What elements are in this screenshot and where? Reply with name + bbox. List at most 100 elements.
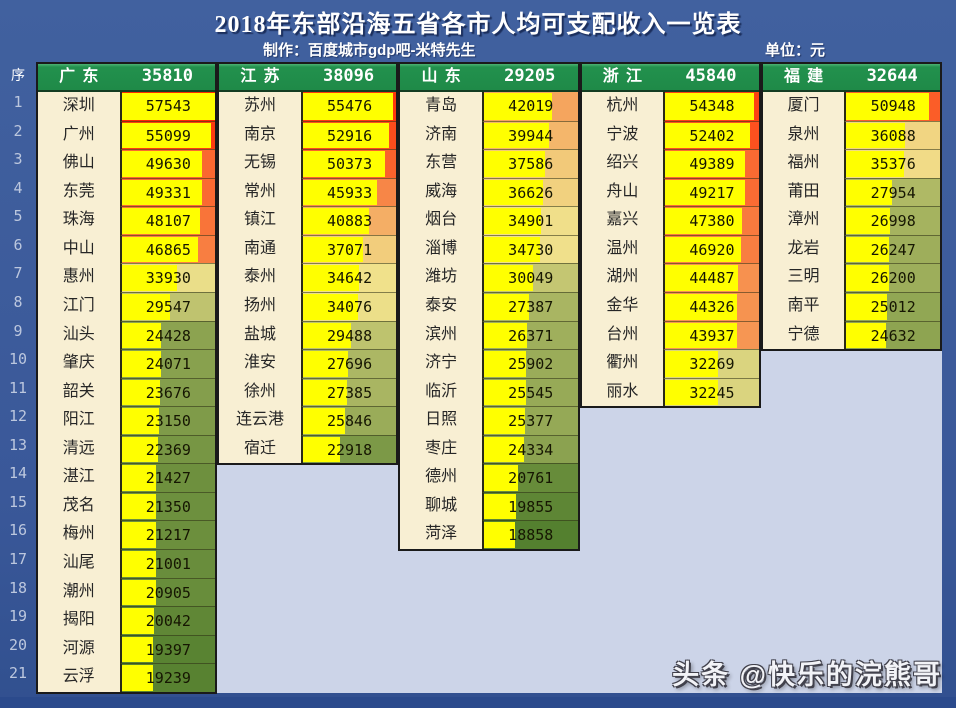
value-label: 27385 bbox=[326, 383, 373, 402]
city-value-cell: 27385 bbox=[300, 377, 397, 407]
row-number: 21 bbox=[8, 664, 28, 683]
city-value-cell: 29488 bbox=[300, 320, 397, 350]
city-value-cell: 37586 bbox=[481, 149, 578, 178]
city-name-cell: 德州 bbox=[425, 468, 458, 486]
table-row: 泰州 34642 bbox=[219, 263, 397, 292]
value-label: 25902 bbox=[508, 355, 554, 374]
watermark: 头条 @快乐的浣熊哥 bbox=[672, 660, 942, 690]
city-name-cell: 惠州 bbox=[62, 268, 95, 286]
value-label: 43937 bbox=[689, 326, 735, 345]
province-name: 山东 bbox=[421, 68, 468, 85]
table-row: 云浮 19239 bbox=[38, 663, 216, 692]
table-row: 中山 46865 bbox=[38, 234, 216, 264]
table-row: 江门 29547 bbox=[38, 291, 216, 321]
city-name-cell: 盐城 bbox=[243, 325, 276, 343]
value-label: 21001 bbox=[145, 555, 191, 573]
table-row: 泉州 36088 bbox=[763, 120, 940, 150]
value-bar bbox=[121, 151, 203, 177]
city-value-cell: 44326 bbox=[663, 291, 759, 321]
value-bar bbox=[302, 408, 345, 434]
table-row: 绍兴 49389 bbox=[582, 149, 759, 178]
city-name-cell: 济宁 bbox=[425, 354, 458, 372]
table-row: 金华 44326 bbox=[582, 291, 759, 321]
value-label: 24428 bbox=[145, 326, 191, 345]
table-row: 菏泽 18858 bbox=[400, 520, 578, 549]
city-value-cell: 19397 bbox=[119, 634, 216, 664]
city-name-cell: 揭阳 bbox=[62, 611, 95, 629]
table-row: 丽水 32245 bbox=[582, 377, 759, 407]
city-name-cell: 连云港 bbox=[235, 411, 284, 429]
table-row: 青岛 42019 bbox=[400, 92, 578, 121]
city-value-cell: 20042 bbox=[119, 606, 216, 635]
value-bar bbox=[121, 265, 177, 291]
value-label: 25545 bbox=[508, 383, 554, 402]
city-value-cell: 18858 bbox=[481, 520, 578, 549]
value-label: 49331 bbox=[145, 183, 191, 202]
city-value-cell: 47380 bbox=[663, 206, 759, 235]
city-name-cell: 扬州 bbox=[243, 296, 276, 314]
province-block: 山东 29205 青岛 42019 济南 39944 东营 37586 威海 36626 烟台 349… bbox=[398, 62, 580, 551]
value-label: 23150 bbox=[145, 412, 191, 431]
value-bar bbox=[483, 351, 527, 377]
table-row: 宁德 24632 bbox=[763, 320, 940, 350]
value-bar bbox=[665, 351, 718, 377]
table-row: 揭阳 20042 bbox=[38, 606, 216, 635]
city-name-cell: 嘉兴 bbox=[606, 211, 639, 229]
city-value-cell: 23150 bbox=[119, 406, 216, 435]
value-bar bbox=[483, 436, 524, 463]
city-value-cell: 25902 bbox=[481, 349, 578, 378]
value-label: 32269 bbox=[689, 355, 735, 374]
value-label: 44487 bbox=[689, 269, 735, 288]
city-value-cell: 42019 bbox=[481, 92, 578, 121]
value-bar bbox=[483, 236, 541, 263]
value-bar bbox=[121, 379, 160, 406]
city-name-cell: 宁德 bbox=[787, 325, 820, 343]
value-bar bbox=[483, 151, 546, 177]
table-row: 广州 55099 bbox=[38, 120, 216, 150]
table-row: 扬州 34076 bbox=[219, 291, 397, 321]
city-value-cell: 26998 bbox=[844, 206, 940, 235]
value-label: 36626 bbox=[508, 183, 554, 202]
table-row: 临沂 25545 bbox=[400, 377, 578, 407]
city-value-cell: 54348 bbox=[663, 92, 759, 121]
city-name-cell: 广州 bbox=[62, 125, 95, 143]
city-value-cell: 34730 bbox=[481, 234, 578, 264]
value-bar bbox=[665, 179, 746, 206]
city-name-cell: 深圳 bbox=[62, 97, 95, 114]
table-row: 福州 35376 bbox=[763, 149, 940, 178]
value-bar bbox=[302, 151, 385, 177]
city-value-cell: 50373 bbox=[300, 149, 397, 178]
city-value-cell: 57543 bbox=[119, 92, 216, 121]
city-value-cell: 49217 bbox=[663, 177, 759, 207]
table-row: 苏州 55476 bbox=[219, 92, 397, 121]
value-bar bbox=[665, 151, 746, 177]
value-bar bbox=[483, 493, 517, 520]
city-name-cell: 清远 bbox=[62, 439, 95, 457]
table-row: 连云港 25846 bbox=[219, 406, 397, 435]
row-number: 18 bbox=[8, 578, 28, 597]
city-name-cell: 阳江 bbox=[62, 411, 95, 429]
city-value-cell: 37071 bbox=[300, 234, 397, 264]
value-label: 24334 bbox=[508, 440, 554, 459]
value-label: 35376 bbox=[870, 155, 916, 174]
table-row: 台州 43937 bbox=[582, 320, 759, 350]
page-title: 2018年东部沿海五省各市人均可支配收入一览表 bbox=[214, 12, 742, 38]
city-name-cell: 临沂 bbox=[425, 382, 458, 400]
row-number: 6 bbox=[13, 235, 23, 254]
city-value-cell: 24071 bbox=[119, 349, 216, 378]
city-value-cell: 27954 bbox=[844, 177, 940, 207]
city-value-cell: 27696 bbox=[300, 349, 397, 378]
city-value-cell: 22369 bbox=[119, 434, 216, 464]
value-bar bbox=[665, 208, 743, 234]
city-value-cell: 25545 bbox=[481, 377, 578, 407]
table-row: 珠海 48107 bbox=[38, 206, 216, 235]
city-value-cell: 26247 bbox=[844, 234, 940, 264]
value-bar bbox=[121, 551, 156, 577]
table-row: 聊城 19855 bbox=[400, 491, 578, 521]
value-bar bbox=[665, 293, 738, 320]
row-number: 11 bbox=[8, 378, 28, 397]
value-label: 36088 bbox=[870, 126, 916, 145]
city-value-cell: 21350 bbox=[119, 491, 216, 521]
value-label: 55476 bbox=[326, 97, 373, 115]
value-label: 23676 bbox=[145, 383, 191, 402]
